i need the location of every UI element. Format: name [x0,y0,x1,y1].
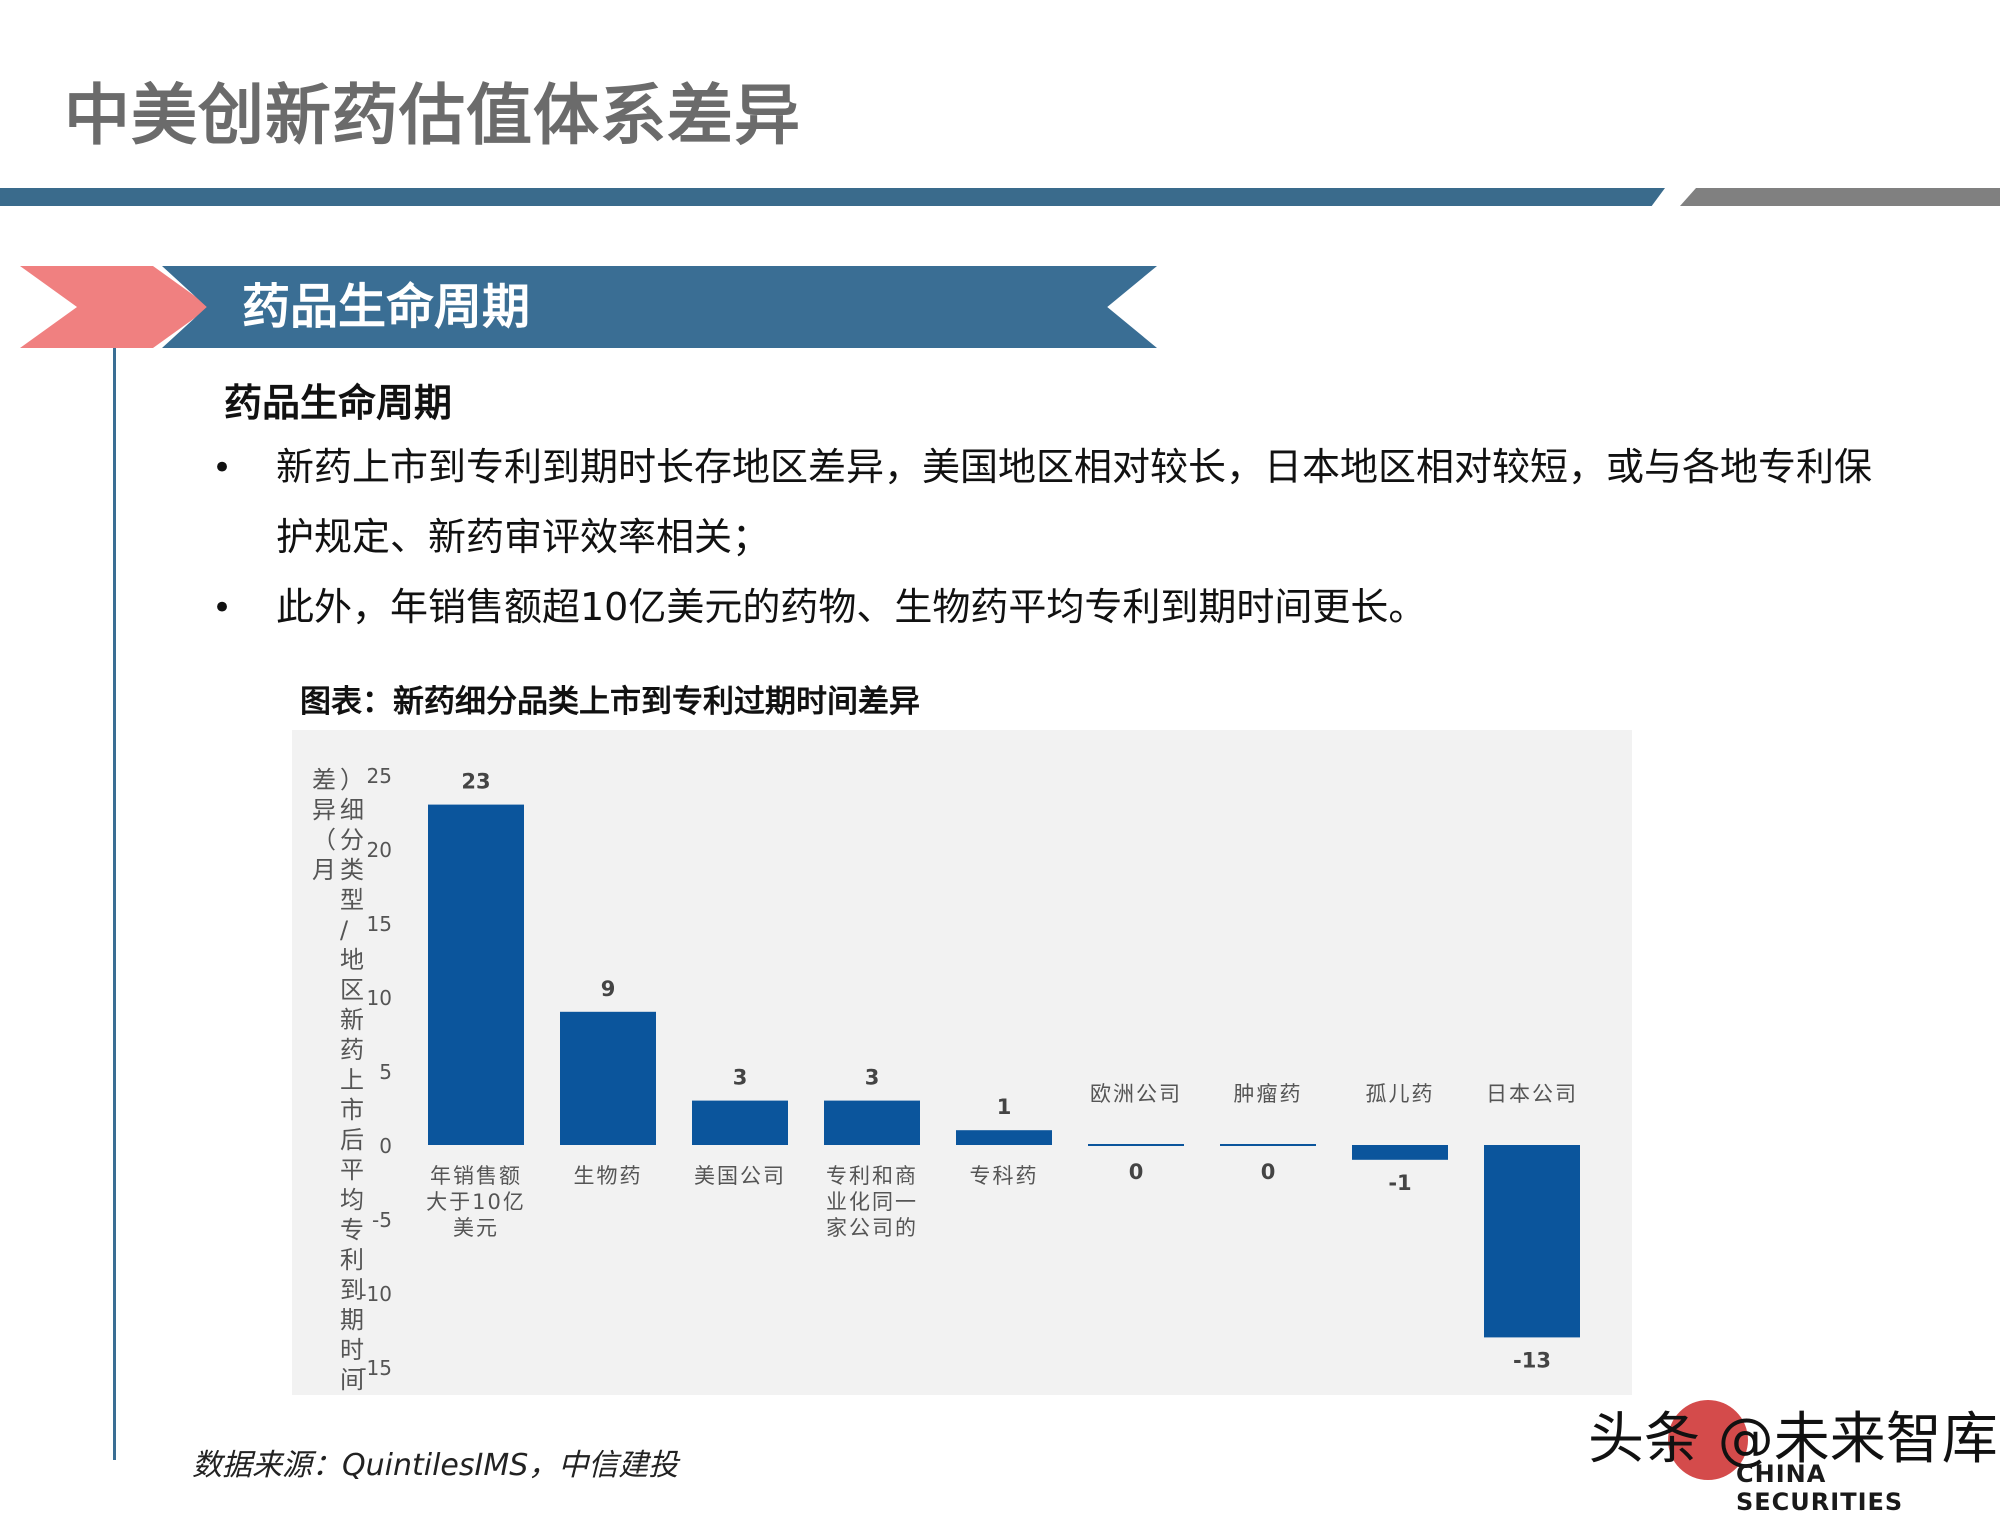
bar [692,1100,788,1145]
category-label: 生物药 [574,1164,643,1188]
bar [1484,1145,1580,1338]
y-tick-label: -5 [372,1208,392,1232]
data-label: 9 [601,977,616,1001]
y-axis-label: 差异（月）细分类型/地区新药上市后平均专利到期时间 [312,766,364,1394]
bar [1220,1144,1316,1146]
data-label: -1 [1388,1171,1411,1195]
y-tick-label: 25 [367,764,392,788]
watermark-text: 头条 @未来智库 [1588,1407,1998,1472]
bullet-marker: • [212,588,233,628]
category-label: 年销售额大于10亿美元 [426,1164,526,1240]
y-tick-label: 0 [379,1134,392,1158]
y-tick-label: 15 [367,912,392,936]
category-label: 专科药 [970,1164,1039,1188]
section-banner-title: 药品生命周期 [242,279,531,335]
data-label: 1 [997,1095,1012,1119]
bar [956,1130,1052,1145]
y-tick-label: 20 [367,838,392,862]
category-label: 日本公司 [1486,1082,1578,1106]
category-label: 肿瘤药 [1234,1082,1303,1106]
left-accent-line [113,348,116,1460]
category-label: 专利和商业化同一家公司的 [826,1164,918,1240]
category-label: 欧洲公司 [1090,1082,1182,1106]
y-tick-label: -10 [359,1282,392,1306]
data-label: 23 [461,770,490,794]
y-tick-label: 5 [379,1060,392,1084]
bar [1352,1145,1448,1160]
header-rule-grey [1680,188,2000,206]
bullet-text-1: 新药上市到专利到期时长存地区差异，美国地区相对较长，日本地区相对较短，或与各地专… [276,445,1873,559]
category-label: 美国公司 [694,1164,786,1188]
bullet-marker: • [212,448,233,488]
section-banner [162,266,1157,348]
bar [560,1011,656,1145]
data-label: 3 [733,1066,748,1090]
data-label: 0 [1129,1160,1144,1184]
bullet-text-2: 此外，年销售额超10亿美元的药物、生物药平均专利到期时间更长。 [276,585,1427,629]
bar [824,1100,920,1145]
y-tick-label: -15 [359,1356,392,1380]
y-tick-label: 10 [367,986,392,1010]
data-source: 数据来源：QuintilesIMS，中信建投 [192,1448,679,1483]
data-label: 3 [865,1066,880,1090]
watermark: 头条 @未来智库 CHINA SECURITIES [1588,1388,1998,1516]
data-label: 0 [1261,1160,1276,1184]
category-label: 孤儿药 [1366,1082,1435,1106]
bar-chart: 差异（月）细分类型/地区新药上市后平均专利到期时间2520151050-5-10… [312,764,1580,1394]
header-rule-blue [0,188,1665,206]
bar [1088,1144,1184,1146]
bar [428,804,524,1145]
data-label: -13 [1513,1348,1551,1372]
sub-heading: 药品生命周期 [224,381,453,425]
chart-caption: 图表：新药细分品类上市到专利过期时间差异 [300,684,920,720]
watermark-seal-icon [1668,1400,1748,1480]
watermark-subtext: CHINA SECURITIES [1736,1460,1904,1516]
page-title: 中美创新药估值体系差异 [64,77,801,154]
